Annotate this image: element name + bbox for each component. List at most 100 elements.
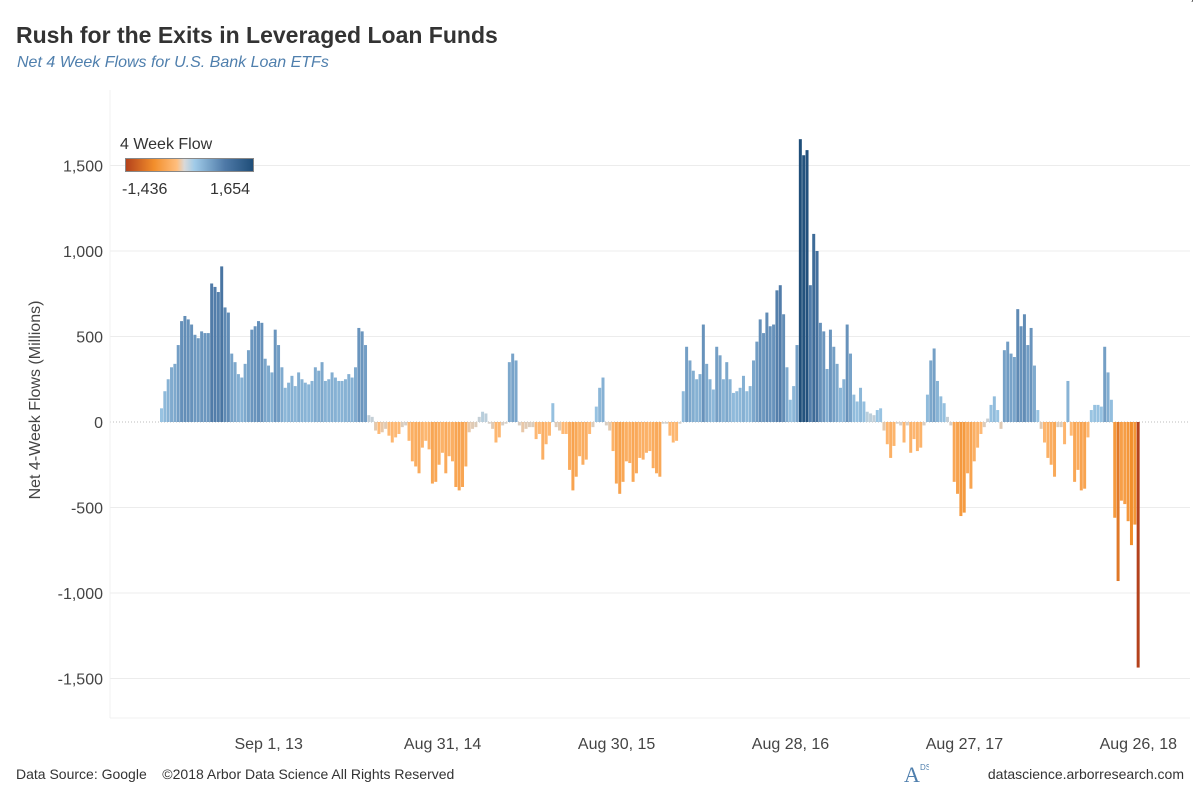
bar (775, 290, 779, 422)
bar (1063, 422, 1067, 445)
bar (323, 380, 327, 422)
bar (1036, 410, 1040, 422)
bar (1012, 357, 1016, 422)
bar (628, 422, 632, 464)
bar (310, 380, 314, 422)
bar (357, 327, 361, 422)
bar (491, 422, 495, 429)
logo-superscript: DS (920, 763, 929, 772)
bar (946, 416, 949, 422)
bar (1019, 326, 1023, 422)
bar (731, 392, 735, 422)
bar (343, 379, 347, 422)
bar (397, 422, 401, 434)
footer-website: datascience.arborresearch.com (987, 766, 1184, 782)
bar (1083, 422, 1087, 489)
bar (297, 372, 301, 422)
bar (541, 422, 545, 460)
bar (762, 333, 766, 422)
flow-chart: Net 4-Week Flows (Millions) 1,500 1,000 50… (27, 0, 1200, 753)
bar (287, 382, 291, 422)
bar (614, 422, 618, 484)
bar (604, 422, 608, 426)
bar (765, 312, 769, 422)
bar (1086, 422, 1090, 438)
x-tick-label: Sep 1, 13 (234, 736, 303, 753)
bar (350, 377, 354, 422)
bar (578, 422, 582, 457)
bar (986, 418, 990, 422)
bar (504, 422, 508, 424)
bar (865, 411, 869, 422)
bar (501, 422, 505, 426)
bar (1126, 422, 1130, 522)
bar (213, 286, 217, 422)
bar (688, 360, 692, 422)
bar (273, 329, 277, 422)
bar (671, 422, 675, 443)
bar (1046, 422, 1050, 458)
bar-series (160, 139, 1140, 668)
bar (1096, 404, 1100, 422)
bar (1069, 422, 1073, 436)
bar (798, 139, 802, 423)
bar (1043, 422, 1046, 443)
legend-min-label: -1,436 (122, 181, 168, 198)
bar (387, 422, 391, 436)
legend-title: 4 Week Flow (120, 136, 213, 153)
bar (190, 324, 194, 422)
bar (317, 370, 321, 422)
bar (855, 401, 859, 422)
bar (942, 403, 946, 422)
bar (1099, 406, 1103, 422)
bar (163, 391, 167, 422)
bar (558, 422, 562, 431)
bar (869, 413, 873, 422)
bar (778, 285, 782, 422)
bar (999, 422, 1003, 429)
bar (407, 422, 411, 441)
bar (922, 422, 926, 426)
bar (437, 422, 441, 465)
bar (698, 374, 702, 422)
bar (1116, 422, 1120, 582)
bar (909, 422, 913, 453)
y-tick-label: 500 (76, 330, 103, 347)
bar (828, 329, 832, 422)
bar (236, 374, 240, 422)
bar (1136, 422, 1140, 668)
bar (738, 387, 742, 422)
bar (905, 422, 909, 426)
bar (1032, 365, 1036, 422)
bar (340, 380, 344, 422)
bar (1016, 309, 1020, 422)
chart-subtitle: Net 4 Week Flows for U.S. Bank Loan ETFs (17, 54, 329, 71)
bar (1026, 345, 1030, 422)
bar (1129, 422, 1133, 546)
bar (701, 324, 705, 422)
bar (588, 422, 592, 434)
bar (1079, 422, 1083, 491)
bar (638, 422, 642, 458)
bar (912, 422, 916, 440)
bar (467, 422, 471, 433)
bar (353, 367, 357, 422)
min-value-annotation: -1,436 (1176, 0, 1200, 4)
bar (929, 360, 933, 422)
bar (822, 331, 826, 422)
bar (675, 422, 679, 441)
bar (374, 422, 378, 431)
bar (1053, 422, 1057, 477)
bar (715, 346, 719, 422)
chart-title: Rush for the Exits in Leveraged Loan Fun… (16, 22, 498, 48)
bar (424, 422, 428, 441)
y-tick-label: 0 (94, 415, 103, 432)
y-tick-label: -1,500 (58, 672, 103, 689)
bar (949, 422, 953, 426)
bar (464, 422, 468, 467)
bar (705, 363, 709, 422)
bar (430, 422, 434, 484)
bar (410, 422, 414, 462)
bar (812, 233, 816, 422)
bar (648, 422, 652, 452)
